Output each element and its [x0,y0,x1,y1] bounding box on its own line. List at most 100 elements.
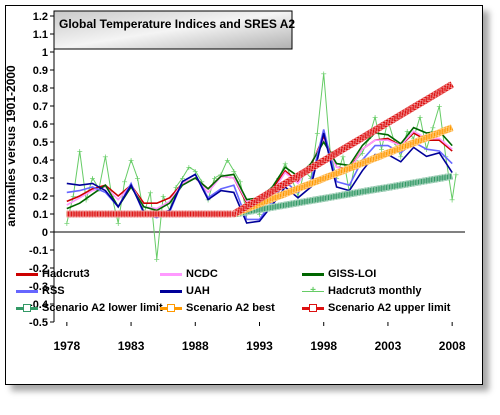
series-marker [449,172,455,180]
series-marker [436,88,443,96]
series-marker [433,175,439,183]
series-marker [375,124,382,132]
series-marker [378,152,385,159]
series-marker [259,193,266,201]
series-point: + [410,134,417,143]
series-line-3 [66,129,453,221]
series-marker [407,140,414,148]
series-point: + [224,156,231,165]
plot-area: ++++++++++++++++++++ ++++ ++++++++ ++++++++… [63,70,459,264]
series-point: + [173,183,180,192]
series-marker [317,176,324,183]
series-marker [311,178,317,186]
series-marker [388,183,394,191]
series-marker [275,184,282,191]
series-marker [340,167,346,175]
series-point: + [417,113,424,122]
series-marker [356,161,362,168]
series-point: + [256,210,263,219]
series-marker [221,210,227,218]
series-marker [256,195,263,203]
series-marker [426,176,433,184]
legend-swatch [160,286,182,297]
series-point: + [453,170,460,179]
series-marker [128,210,134,218]
x-axis-ticks: 1978 1983 1988 1993 1998 2003 2008 [53,322,466,353]
series-marker [214,210,221,218]
chart-legend: Hadcrut3 NCDC GISS-LOI RSS UAH + Hadcrut3 mont… [16,268,482,320]
series-marker [375,153,382,161]
series-marker [397,181,404,189]
series-marker [401,143,407,150]
series-marker [442,84,449,92]
series-marker [343,143,349,151]
chart-svg: -0.5-0.4-0.3-0.2-0.100.10.20.30.40.50.60… [6,10,466,353]
series-marker [414,138,420,145]
series-point: + [230,167,237,176]
series-marker [295,199,301,207]
series-marker [391,182,398,190]
series-marker [147,210,154,218]
legend-item: Scenario A2 best [160,302,275,318]
series-marker [102,210,109,218]
series-marker [105,210,112,218]
series-marker [320,175,327,182]
series-marker [420,135,427,143]
series-marker [404,180,411,188]
series-marker [430,92,436,100]
series-marker [343,166,349,173]
series-marker [263,205,269,212]
series-point: + [295,192,302,201]
series-marker [401,181,407,188]
series-marker [275,202,282,210]
series-marker [279,191,285,199]
legend-swatch [16,269,38,280]
y-tick-label: 0.1 [33,209,48,221]
series-marker [336,192,343,199]
series-point: + [192,167,199,176]
series-marker [436,175,443,182]
series-marker [269,204,276,211]
series-point: + [359,149,366,158]
chart-title: Global Temperature Indices and SRES A2 [59,17,295,31]
series-marker [275,192,282,200]
series-marker [253,197,260,204]
series-marker [439,128,446,135]
series-marker [378,185,385,192]
series-marker [397,111,404,119]
series-marker [115,210,122,218]
series-marker [449,124,455,131]
series-marker [292,174,298,182]
series-marker [385,119,391,126]
series-marker [269,195,276,203]
series-marker [381,121,388,128]
series-marker [182,210,189,218]
series-marker [336,147,343,155]
chart-frame: -0.5 -0.4 -0.3 -0.2 -0.1 0 0.1 0.2 0.3 0.4 0.5 0.6 0… [5,5,483,385]
series-marker [247,201,253,208]
series-marker [227,210,234,218]
series-marker [394,113,401,121]
series-marker [301,168,308,176]
series-marker [153,210,160,218]
series-marker [353,162,359,170]
series-marker [385,184,391,191]
series-marker [346,142,353,149]
series-marker [420,98,427,105]
legend-item: Hadcrut3 [16,268,90,284]
series-point: + [102,152,109,161]
series-point: + [320,70,327,79]
series-marker [410,103,417,111]
series-marker [404,107,411,115]
chart-title-box: Global Temperature Indices and SRES A2 [53,10,295,50]
series-line-8 [66,81,454,218]
y-tick-label: 0.6 [33,119,48,131]
series-marker [314,177,321,185]
legend-item: Scenario A2 lower limit [16,302,163,318]
legend-item: + Hadcrut3 monthly [302,285,422,301]
series-marker [333,170,340,177]
series-marker [407,105,414,113]
series-marker [446,125,452,133]
series-marker [272,185,279,193]
series-point: + [83,196,90,205]
